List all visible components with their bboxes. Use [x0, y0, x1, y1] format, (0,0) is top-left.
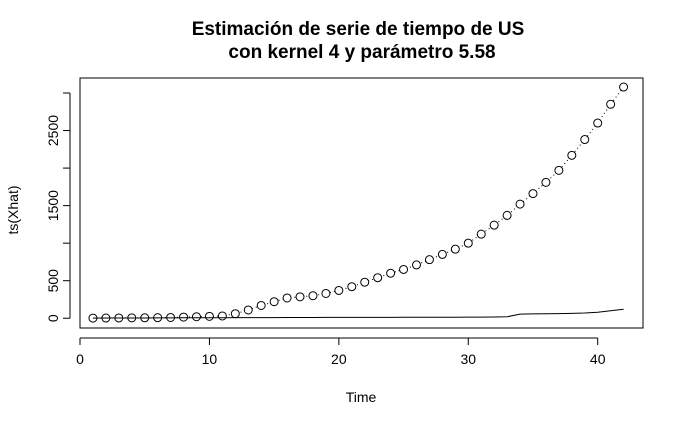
series-dotted-line	[92, 86, 624, 319]
x-axis-label: Time	[346, 389, 377, 405]
data-point	[230, 309, 240, 319]
data-point	[450, 244, 460, 254]
series-solid-path	[92, 308, 624, 319]
y-axis-label: ts(Xhat)	[5, 185, 21, 234]
data-point	[593, 118, 603, 128]
data-point	[386, 268, 396, 278]
data-point	[282, 293, 292, 303]
chart-subtitle: con kernel 4 y parámetro 5.58	[228, 42, 495, 63]
x-axis: 0 10 20 30 40	[76, 337, 606, 367]
data-point	[437, 249, 447, 259]
data-point	[243, 305, 253, 315]
x-tick-label: 0	[76, 351, 84, 367]
y-tick-label: 2500	[45, 115, 61, 146]
x-tick-label: 20	[331, 351, 347, 367]
data-point	[424, 255, 434, 265]
data-point	[179, 312, 189, 322]
chart-title: Estimación de serie de tiempo de US	[192, 19, 525, 40]
y-axis: 0 500 1500 2500	[45, 92, 71, 322]
data-point	[580, 135, 590, 145]
data-point	[502, 210, 512, 220]
data-point	[515, 199, 525, 209]
data-point	[256, 300, 266, 310]
data-point	[269, 297, 279, 307]
data-point	[334, 285, 344, 295]
data-point	[217, 311, 227, 321]
data-point	[191, 312, 201, 322]
data-point	[412, 260, 422, 270]
y-tick-label: 0	[45, 314, 61, 322]
x-tick-label: 10	[202, 351, 218, 367]
series-solid-line	[92, 308, 624, 319]
y-tick-label: 500	[45, 269, 61, 293]
data-point	[360, 277, 370, 287]
data-point	[321, 288, 331, 298]
data-point	[476, 229, 486, 239]
x-tick-label: 40	[590, 351, 606, 367]
data-point	[308, 291, 318, 301]
x-tick-label: 30	[460, 351, 476, 367]
data-point	[541, 177, 551, 187]
data-point	[463, 238, 473, 248]
data-point	[347, 282, 357, 292]
data-point	[295, 292, 305, 302]
data-point	[399, 264, 409, 274]
data-point	[554, 165, 564, 175]
data-point	[489, 220, 499, 230]
data-point	[204, 311, 214, 321]
data-point	[606, 99, 616, 109]
data-point	[619, 82, 629, 92]
series-dotted-path	[92, 86, 624, 319]
plot-frame	[79, 77, 644, 329]
data-point	[528, 189, 538, 199]
series-points	[88, 82, 629, 323]
data-point	[373, 273, 383, 283]
data-point	[567, 150, 577, 160]
y-tick-label: 1500	[45, 190, 61, 221]
